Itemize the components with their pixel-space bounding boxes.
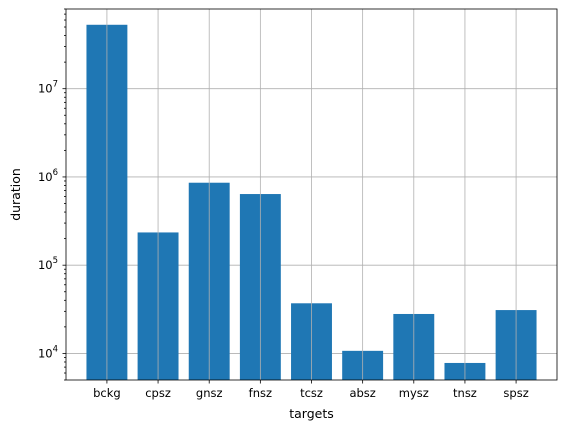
y-axis-ticks: 104 105 106 107 (38, 8, 66, 381)
y-tick-label: 107 (38, 80, 58, 96)
x-tick-label: cpsz (145, 386, 171, 400)
x-tick-label: mysz (399, 386, 429, 400)
x-tick-label: bckg (93, 386, 121, 400)
x-axis-ticks: bckg cpsz gnsz fnsz tcsz absz mysz tnsz spsz (93, 380, 529, 400)
y-axis-label: duration (8, 168, 23, 221)
x-tick-label: tnsz (453, 386, 477, 400)
y-tick-label: 105 (38, 256, 58, 272)
x-tick-label: tcsz (300, 386, 323, 400)
x-axis-label: targets (289, 406, 334, 421)
y-tick-label: 106 (38, 168, 58, 184)
x-tick-label: spsz (503, 386, 528, 400)
y-tick-label: 104 (38, 344, 58, 360)
vertical-grid-layer (106, 9, 517, 380)
x-tick-label: absz (349, 386, 375, 400)
x-tick-label: fnsz (249, 386, 272, 400)
x-tick-label: gnsz (196, 386, 223, 400)
